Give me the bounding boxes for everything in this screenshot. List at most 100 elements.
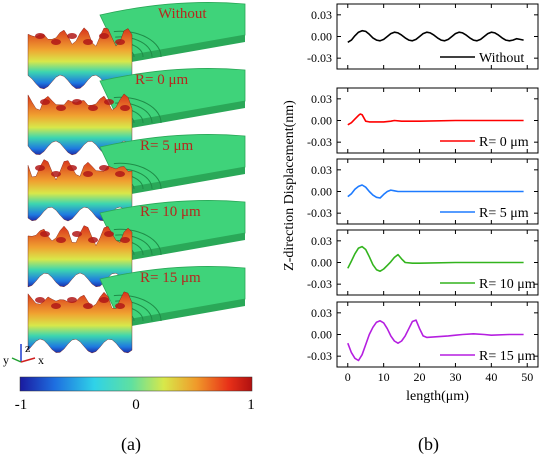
layer-label: R= 15 μm (140, 270, 201, 286)
substrate-slab (99, 134, 246, 190)
series-line (347, 113, 524, 126)
surface-peak (104, 231, 114, 237)
x-tick-label: 10 (378, 370, 390, 384)
simulation-layers: Without R= 0 μm R= 5 μm R= 10 μm R= 15 μm (27, 2, 246, 354)
x-tick-label: 0 (345, 370, 351, 384)
y-tick-label: -0.03 (307, 206, 332, 220)
chart-panel: 0.03 0.00 -0.03 R= 15 μm (307, 301, 539, 368)
layer-label: Without (158, 6, 207, 22)
colorbar: -1 0 1 (15, 376, 255, 413)
surface-peak (120, 105, 130, 111)
simulation-layer: Without (27, 2, 246, 90)
surface-peak (99, 297, 109, 303)
y-tick-label: -0.03 (307, 349, 332, 363)
layer-label: R= 10 μm (140, 204, 201, 220)
surface-peak (40, 99, 50, 105)
chart-panel: 0.03 0.00 -0.03 Without (307, 3, 539, 70)
surface-peak (40, 231, 50, 237)
substrate-slab (99, 200, 246, 256)
y-tick-label: 0.00 (311, 185, 332, 199)
legend-label: Without (479, 51, 524, 66)
substrate-side (120, 101, 245, 130)
panel-a-simulation: Without R= 0 μm R= 5 μm R= 10 μm R= 15 μm z y… (3, 2, 255, 413)
colorbar-gradient (19, 376, 253, 392)
series-line (347, 319, 524, 362)
surface-peak (56, 105, 66, 111)
simulation-layer: R= 5 μm (27, 134, 246, 222)
substrate-side (120, 299, 245, 328)
panel-a-label: (a) (121, 434, 141, 454)
x-tick-label-top: 50 (521, 0, 533, 3)
surface-peak (104, 99, 114, 105)
colorbar-tick-label: -1 (15, 397, 28, 413)
x-tick-label: 40 (485, 370, 497, 384)
x-axis-arrow (20, 357, 36, 363)
x-tick-label: 20 (414, 370, 426, 384)
x-tick-label-top: 10 (378, 0, 390, 3)
y-tick-label: -0.03 (307, 135, 332, 149)
legend-label: R= 10 μm (479, 277, 536, 292)
surface-peak (115, 303, 125, 309)
surface-peak (51, 39, 61, 45)
displacement-surface (27, 159, 133, 222)
displacement-surface (27, 93, 133, 156)
surface-peak (56, 237, 66, 243)
ripple-arc (115, 36, 153, 58)
x-tick-label-top: 30 (449, 0, 461, 3)
ripple-arc (113, 30, 162, 58)
surface-peak (88, 237, 98, 243)
y-tick-label: 0.03 (311, 306, 332, 320)
ripple-arc (115, 234, 153, 256)
substrate-side (120, 233, 245, 262)
x-tick-label: 50 (521, 370, 533, 384)
y-tick-label: 0.03 (311, 8, 332, 22)
x-axis-label: x (38, 353, 44, 367)
surface-peak (99, 165, 109, 171)
simulation-layer: R= 0 μm (27, 68, 246, 156)
surface-peak (67, 297, 77, 303)
x-tick-label-top: 0 (345, 0, 351, 3)
y-tick-label: 0.00 (311, 328, 332, 342)
y-axis-arrow (11, 357, 22, 363)
legend-label: R= 0 μm (479, 135, 529, 150)
chart-panel: 0.03 0.00 -0.03 R= 5 μm (307, 158, 539, 225)
surface-peak (35, 165, 45, 171)
surface-peak (120, 237, 130, 243)
surface-peak (51, 171, 61, 177)
surface-peak (83, 171, 93, 177)
surface-peak (35, 297, 45, 303)
panel-b-charts: 0.03 0.00 -0.03 Without 0.03 0.00 -0.03 R= 0 μm… (282, 0, 539, 404)
x-tick-label: 30 (449, 370, 461, 384)
substrate-slab (99, 2, 246, 58)
series-line (347, 245, 524, 273)
legend-label: R= 15 μm (479, 349, 536, 364)
panel-b-label: (b) (418, 434, 439, 454)
simulation-layer: R= 15 μm (27, 266, 246, 354)
simulation-layer: R= 10 μm (27, 200, 246, 288)
z-axis-label: z (25, 341, 30, 355)
substrate-slab (99, 266, 246, 322)
surface-peak (99, 33, 109, 39)
surface-peak (83, 303, 93, 309)
colorbar-tick-label: 1 (247, 397, 255, 413)
surface-peak (51, 303, 61, 309)
series-line (347, 184, 524, 199)
surface-peak (115, 171, 125, 177)
ripple-arc (113, 228, 162, 256)
surface-peak (72, 99, 82, 105)
x-axis-label: length(μm) (406, 389, 469, 404)
y-tick-label: 0.00 (311, 114, 332, 128)
y-axis-label: Z-direction Displacement(nm) (282, 100, 297, 271)
displacement-surface (27, 225, 133, 288)
y-tick-label: 0.00 (311, 256, 332, 270)
substrate-slab (99, 68, 246, 124)
layer-label: R= 5 μm (140, 138, 194, 154)
y-tick-label: -0.03 (307, 51, 332, 65)
y-tick-label: 0.03 (311, 163, 332, 177)
y-tick-label: -0.03 (307, 277, 332, 291)
surface-peak (35, 33, 45, 39)
axes-triad: zy x (3, 341, 44, 367)
chart-panel: 0.03 0.00 -0.03 R= 10 μm (307, 229, 539, 296)
colorbar-tick-label: 0 (132, 397, 140, 413)
